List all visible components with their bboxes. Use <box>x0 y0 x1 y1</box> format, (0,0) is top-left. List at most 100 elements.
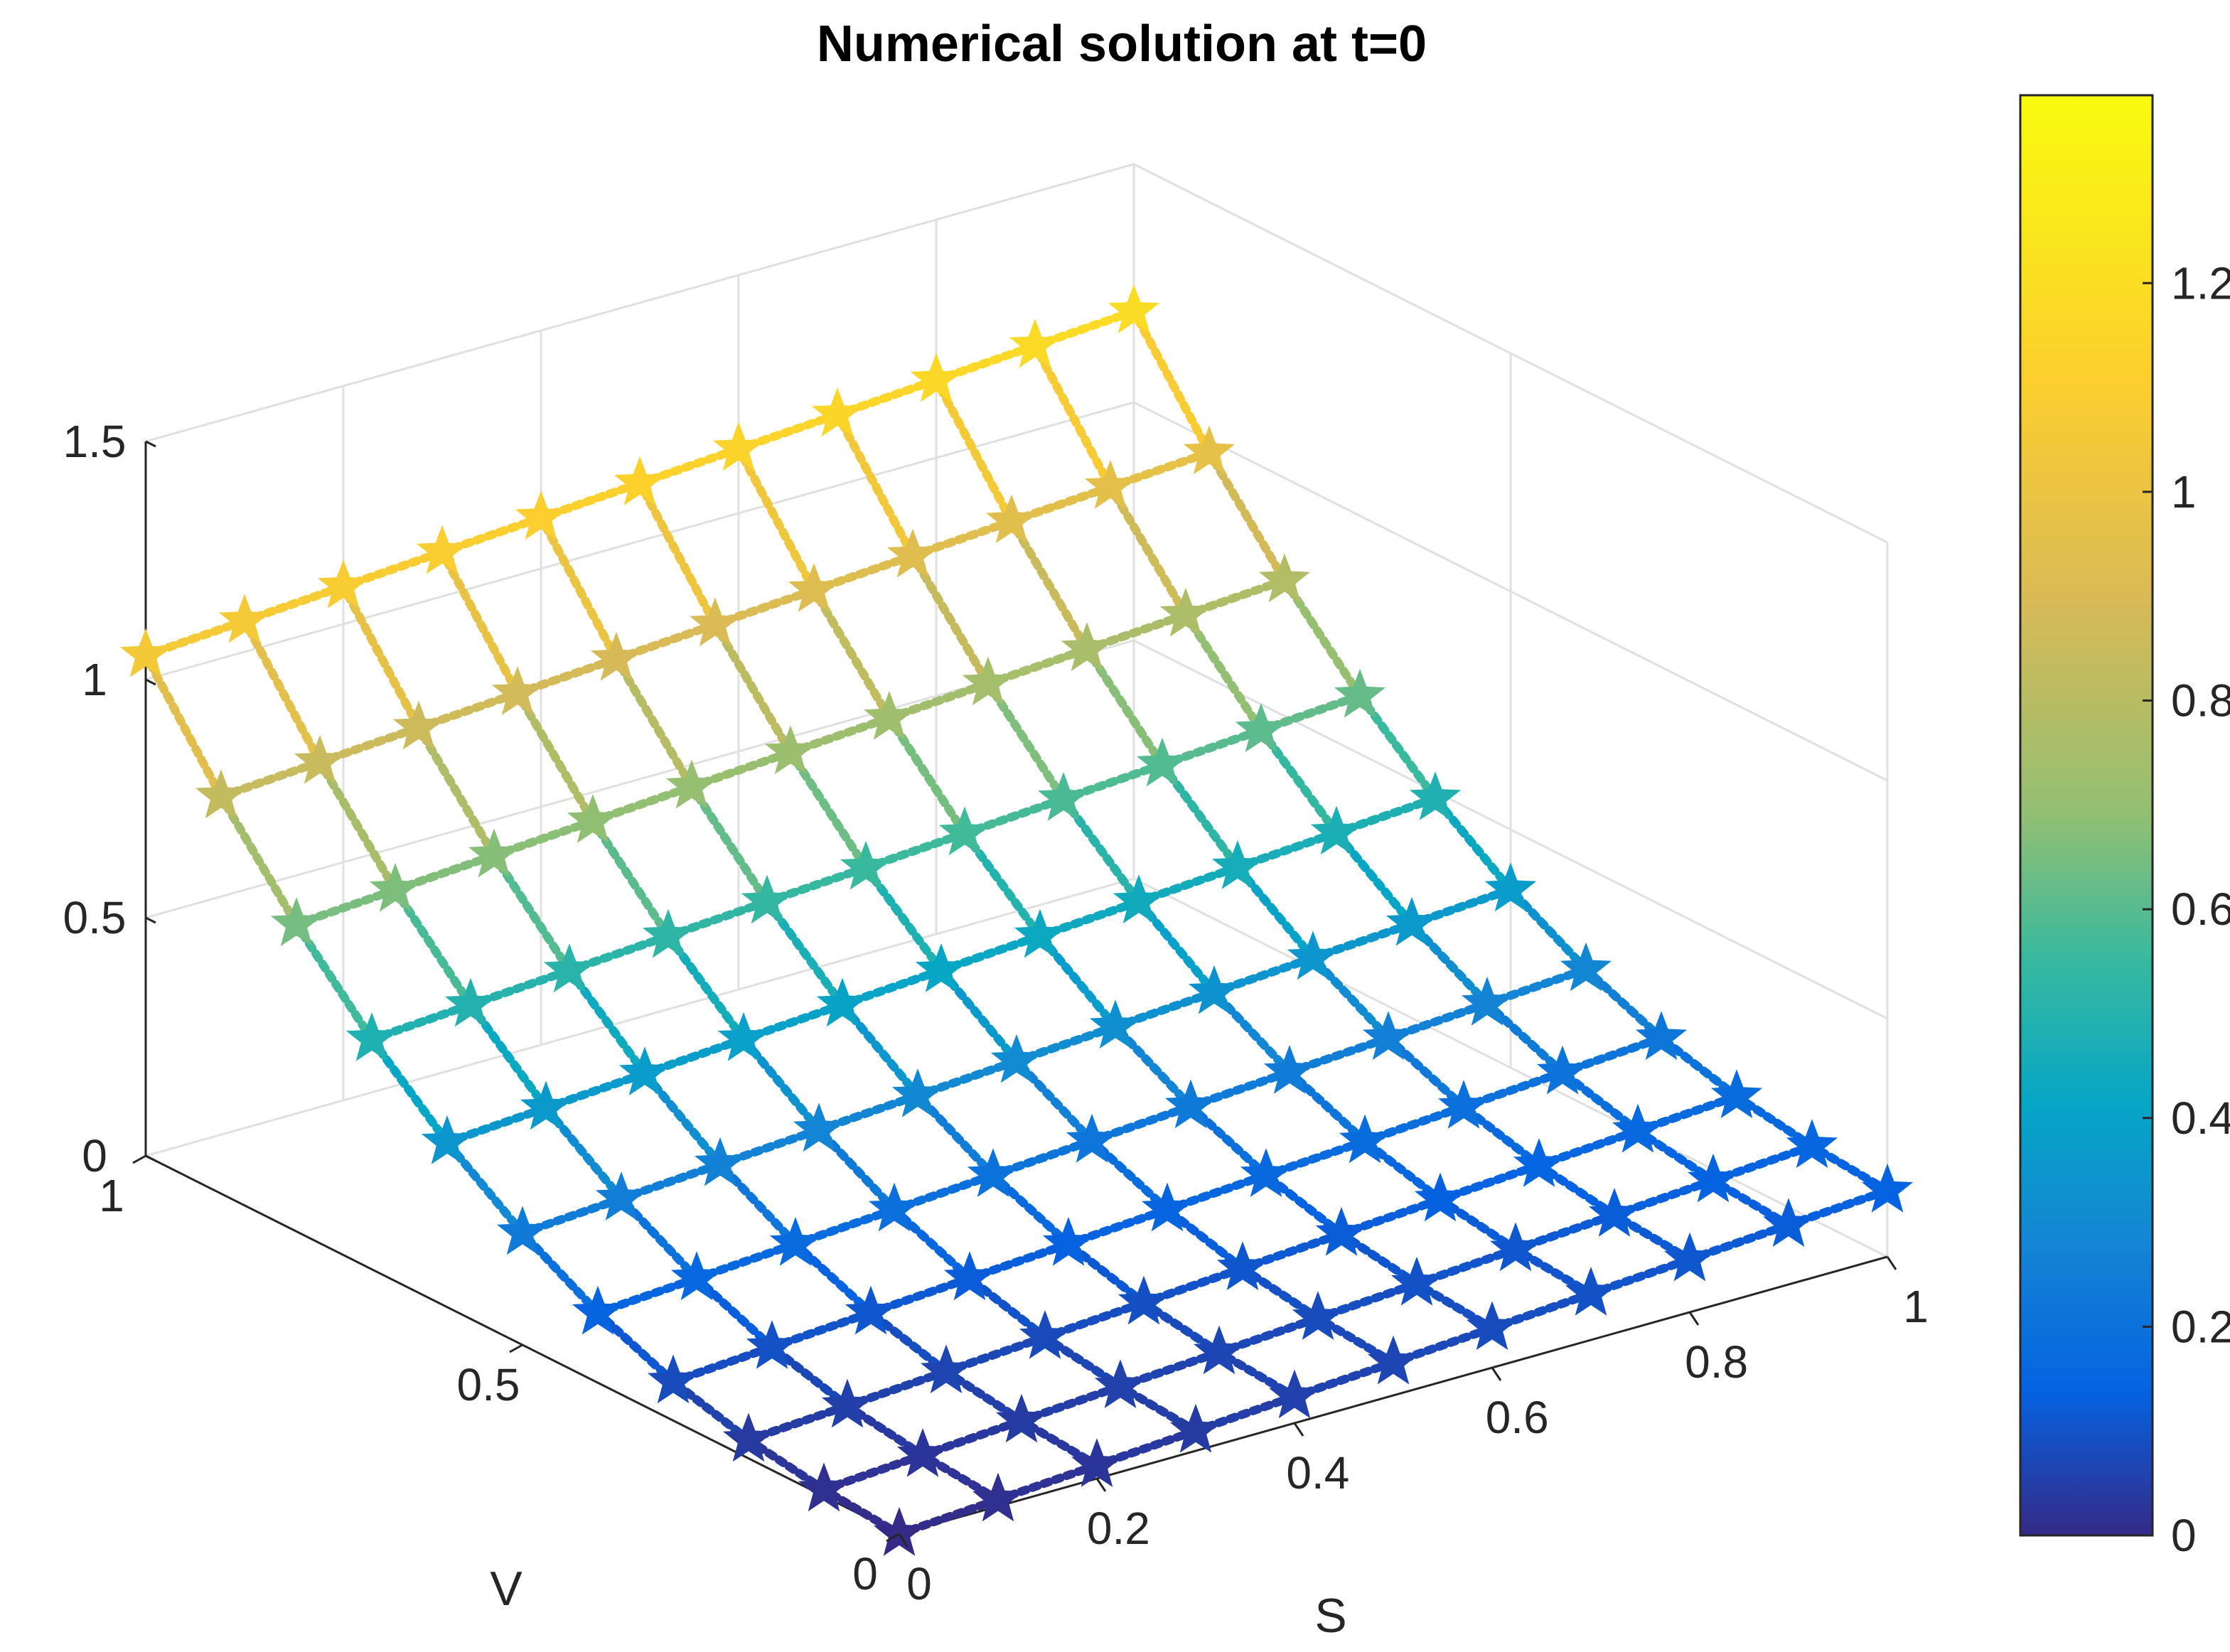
data-point-star <box>1159 587 1212 637</box>
mesh-line <box>908 551 992 688</box>
data-point-star <box>520 1080 572 1130</box>
data-point-star <box>689 597 741 647</box>
data-point-star <box>572 1285 624 1335</box>
colorbar-tick-label: 0.2 <box>2171 1301 2230 1352</box>
x-tick-label: 0.6 <box>1486 1392 1549 1443</box>
x-tick-mark <box>1293 1422 1304 1437</box>
z-tick-label: 1 <box>82 654 107 705</box>
mesh-line <box>1007 517 1091 654</box>
data-point-star <box>468 828 520 878</box>
data-point-star <box>218 594 271 643</box>
data-point-star <box>1663 1232 1716 1282</box>
data-point-star <box>1414 1172 1467 1222</box>
mesh-line <box>240 616 324 767</box>
y-tick-mark <box>886 1533 900 1543</box>
data-point-star <box>967 1148 1019 1197</box>
data-point-star <box>613 456 666 505</box>
y-tick-mark <box>132 1154 146 1164</box>
data-point-star <box>1536 1045 1589 1095</box>
data-point-star <box>317 559 370 608</box>
data-point-star <box>195 769 247 819</box>
data-point-star <box>1489 1222 1542 1272</box>
data-point-star <box>294 735 346 784</box>
x-tick-label: 0.2 <box>1087 1503 1150 1554</box>
data-point-star <box>1484 862 1537 912</box>
data-point-star <box>1240 1148 1292 1197</box>
data-point-star <box>1066 1113 1118 1163</box>
data-point-star <box>788 563 840 612</box>
data-point-star <box>1089 999 1142 1048</box>
mesh-line <box>339 582 423 732</box>
x-tick-mark <box>1688 1312 1700 1326</box>
data-point-star <box>746 1320 798 1369</box>
colorbar-tick-label: 0.8 <box>2171 675 2230 726</box>
z-tick-label: 0.5 <box>63 892 127 943</box>
z-tick-mark <box>145 678 156 686</box>
data-point-star <box>910 353 963 402</box>
mesh-line <box>217 792 301 929</box>
mesh-line <box>810 586 894 722</box>
data-point-star <box>1612 1103 1664 1153</box>
data-point-star <box>863 691 916 740</box>
mesh-line <box>612 654 696 791</box>
data-point-star <box>990 1034 1043 1083</box>
x-tick-label: 0.8 <box>1685 1336 1748 1388</box>
data-point-star <box>793 1103 845 1152</box>
colorbar-rect <box>2019 94 2154 1537</box>
data-point-star <box>119 628 172 677</box>
data-point-star <box>670 1251 723 1301</box>
data-point-star <box>642 908 695 958</box>
data-point-star <box>1461 977 1513 1026</box>
mesh-line <box>1361 1137 1444 1204</box>
data-point-star <box>1037 772 1090 821</box>
mesh-line <box>1558 1068 1642 1135</box>
data-point-star <box>1409 771 1462 820</box>
data-point-star <box>962 656 1014 706</box>
data-point-star <box>1211 840 1264 889</box>
data-point-star <box>1258 553 1311 603</box>
x-tick-label: 0 <box>906 1558 932 1609</box>
mesh-line <box>711 620 795 757</box>
y-axis-label: V <box>490 1562 522 1616</box>
data-point-star <box>1513 1138 1565 1187</box>
mesh-line <box>636 478 719 629</box>
data-point-star <box>665 759 718 809</box>
data-point-star <box>873 1507 926 1556</box>
data-point-star <box>712 422 765 471</box>
mesh-line <box>1106 483 1190 619</box>
data-point-star <box>995 1393 1048 1443</box>
data-point-star <box>769 1217 822 1266</box>
mesh-line <box>768 1343 852 1410</box>
data-point-star <box>1009 318 1061 368</box>
z-tick-mark <box>145 1154 156 1162</box>
x-tick-label: 1 <box>1903 1281 1929 1332</box>
mesh-line <box>669 1377 753 1444</box>
data-point-star <box>915 943 967 992</box>
data-point-star <box>1084 460 1137 509</box>
data-point-star <box>1762 1198 1815 1247</box>
mesh-line <box>965 1274 1049 1341</box>
data-point-star <box>345 1012 398 1061</box>
data-point-star <box>920 1344 972 1394</box>
mesh-line <box>1205 448 1289 585</box>
mesh-line <box>1262 1171 1346 1238</box>
data-point-star <box>1287 930 1339 980</box>
colorbar-tick-label: 1.2 <box>2171 257 2230 309</box>
mesh-line <box>141 650 225 801</box>
data-point-star <box>840 840 892 890</box>
x-tick-mark <box>1886 1256 1897 1270</box>
data-point-star <box>1071 1438 1123 1487</box>
data-point-star <box>1588 1188 1641 1237</box>
colorbar <box>2019 94 2154 1537</box>
data-point-star <box>1687 1153 1739 1203</box>
data-point-star <box>1310 805 1363 855</box>
grid-line <box>145 163 1888 544</box>
data-point-star <box>1466 1301 1518 1351</box>
data-point-star <box>1014 908 1066 958</box>
x-tick-mark <box>1095 1478 1107 1492</box>
data-point-star <box>1334 668 1386 718</box>
data-point-star <box>1710 1069 1763 1119</box>
data-point-star <box>595 1171 648 1221</box>
data-point-star <box>1094 1359 1147 1408</box>
